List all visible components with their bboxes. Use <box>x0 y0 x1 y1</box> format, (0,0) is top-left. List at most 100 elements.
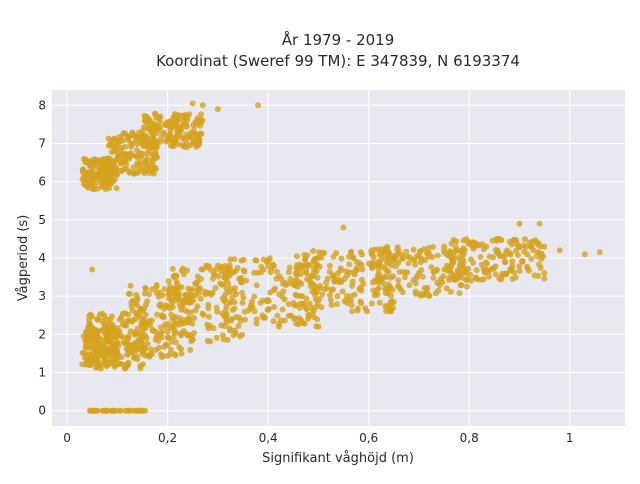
scatter-point <box>187 291 194 298</box>
scatter-point <box>129 307 136 314</box>
scatter-point <box>93 316 100 323</box>
scatter-point <box>370 287 377 294</box>
scatter-point <box>470 259 477 266</box>
scatter-point <box>371 246 378 253</box>
scatter-point <box>150 170 157 177</box>
scatter-point <box>273 275 280 282</box>
scatter-point <box>249 298 255 305</box>
scatter-point <box>89 266 96 273</box>
scatter-point <box>358 251 365 258</box>
scatter-point <box>165 291 172 298</box>
scatter-point <box>353 264 360 271</box>
scatter-point <box>227 327 233 334</box>
scatter-point <box>419 273 426 280</box>
scatter-point <box>140 151 147 157</box>
scatter-point <box>418 267 425 274</box>
scatter-point <box>279 306 286 313</box>
scatter-point <box>141 168 148 175</box>
scatter-point <box>122 158 129 165</box>
scatter-point <box>149 133 156 140</box>
scatter-point <box>296 315 302 322</box>
scatter-point <box>328 301 335 308</box>
scatter-point <box>237 275 243 282</box>
scatter-point <box>159 292 166 299</box>
scatter-point <box>146 291 153 298</box>
scatter-point <box>383 260 390 267</box>
scatter-point <box>359 266 366 273</box>
scatter-point <box>350 269 357 276</box>
scatter-point <box>310 281 317 288</box>
scatter-point <box>358 276 365 283</box>
scatter-point <box>389 254 396 261</box>
scatter-point <box>171 121 178 128</box>
scatter-point <box>285 301 292 308</box>
scatter-point <box>138 324 145 331</box>
scatter-point <box>197 116 204 123</box>
scatter-point <box>214 106 221 113</box>
scatter-point <box>293 276 300 283</box>
scatter-point <box>98 336 105 343</box>
scatter-point <box>172 329 179 336</box>
scatter-point <box>99 351 106 358</box>
scatter-point <box>199 310 206 317</box>
scatter-point <box>378 246 385 253</box>
scatter-point <box>346 261 353 268</box>
scatter-point <box>526 239 533 246</box>
scatter-point <box>443 265 450 272</box>
scatter-point <box>144 298 151 305</box>
scatter-point <box>413 275 420 281</box>
scatter-point <box>108 149 115 155</box>
scatter-point <box>350 254 357 261</box>
scatter-point <box>221 297 228 304</box>
scatter-point <box>82 156 89 163</box>
scatter-point <box>162 321 169 328</box>
scatter-point <box>472 275 479 282</box>
x-tick-label: 0 <box>63 431 71 445</box>
scatter-point <box>240 256 247 263</box>
scatter-point <box>430 244 436 250</box>
scatter-point <box>265 262 272 269</box>
scatter-point <box>274 312 281 319</box>
scatter-point <box>287 275 294 282</box>
scatter-point <box>230 332 237 339</box>
scatter-point <box>164 353 171 359</box>
scatter-point <box>316 296 323 302</box>
scatter-point <box>121 322 128 329</box>
scatter-point <box>183 121 190 128</box>
scatter-point <box>507 267 514 274</box>
scatter-point <box>239 299 246 306</box>
scatter-point <box>89 340 95 347</box>
scatter-point <box>193 281 200 288</box>
scatter-point <box>114 156 121 163</box>
scatter-point <box>178 267 185 274</box>
scatter-point <box>349 282 356 289</box>
scatter-point <box>323 284 330 291</box>
scatter-point <box>205 305 212 312</box>
scatter-point <box>101 313 108 319</box>
scatter-point <box>167 127 174 133</box>
scatter-point <box>356 286 363 293</box>
scatter-point <box>125 133 132 140</box>
scatter-point <box>129 297 136 304</box>
scatter-point <box>112 170 119 177</box>
scatter-point <box>541 275 548 282</box>
scatter-point <box>170 314 177 321</box>
scatter-point <box>486 273 492 280</box>
scatter-point <box>483 243 490 250</box>
scatter-point <box>405 260 412 267</box>
scatter-point <box>596 249 603 256</box>
scatter-point <box>541 243 548 250</box>
scatter-point <box>168 297 175 304</box>
scatter-point <box>183 330 190 337</box>
scatter-point <box>169 265 176 272</box>
scatter-point <box>382 290 389 297</box>
scatter-point <box>489 237 496 244</box>
scatter-point <box>388 292 395 299</box>
scatter-point <box>196 140 203 147</box>
scatter-point <box>164 303 171 310</box>
scatter-point <box>149 326 156 333</box>
scatter-point <box>376 299 383 306</box>
scatter-point <box>231 256 238 263</box>
scatter-point <box>140 142 147 149</box>
